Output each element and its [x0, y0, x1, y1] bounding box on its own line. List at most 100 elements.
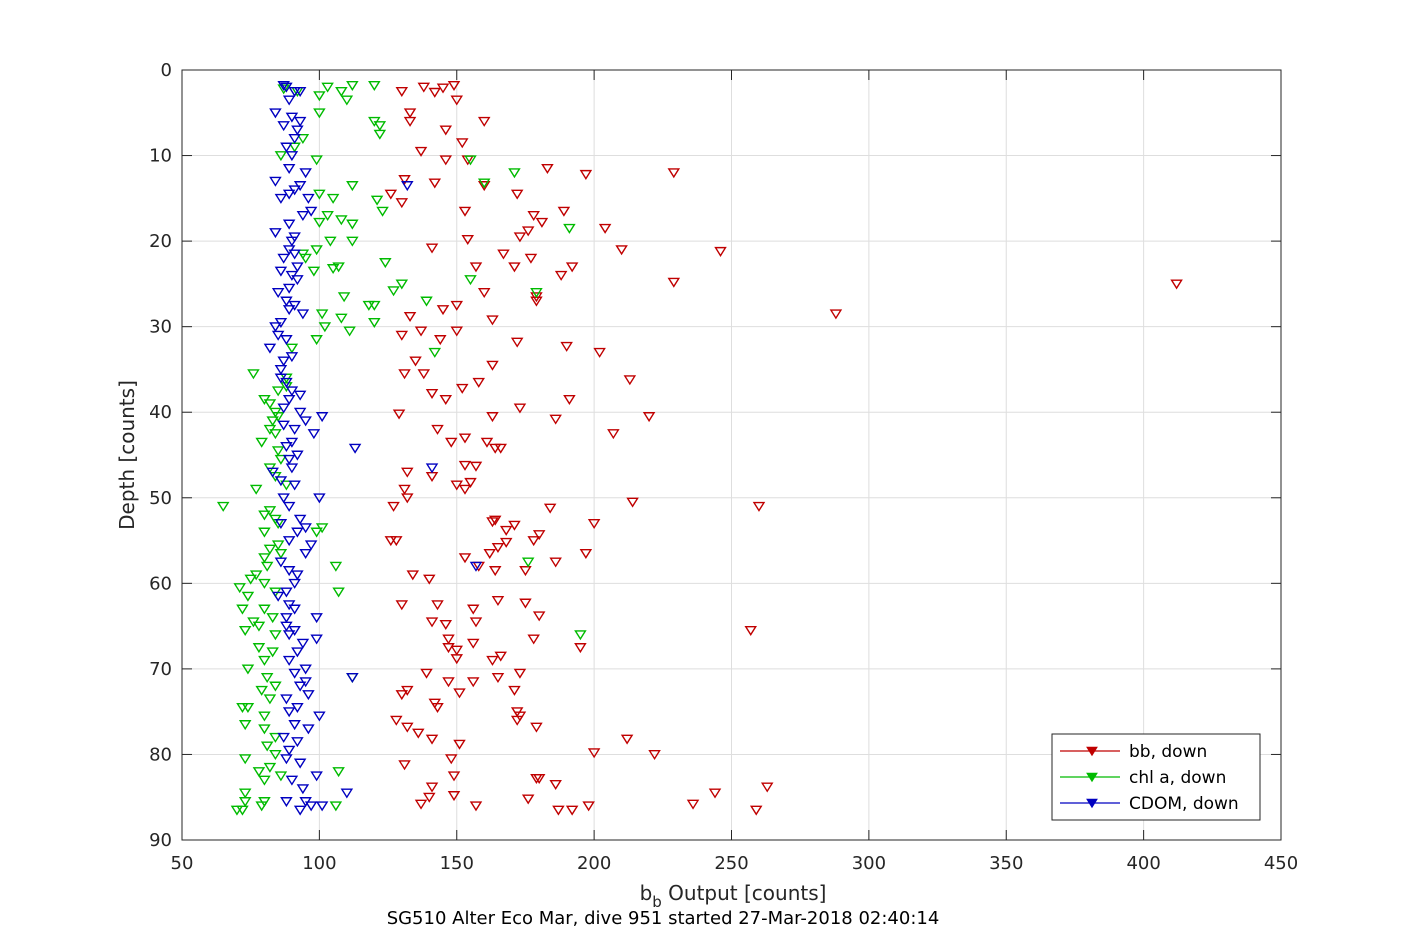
data-point	[280, 694, 293, 705]
data-point	[395, 86, 409, 97]
data-point	[315, 309, 329, 320]
data-point	[615, 245, 628, 256]
data-point	[282, 630, 296, 641]
data-point	[453, 739, 466, 750]
data-point	[288, 133, 301, 145]
data-point	[282, 163, 296, 174]
data-point	[486, 655, 499, 666]
data-point	[491, 672, 505, 684]
data-point	[282, 219, 296, 230]
y-tick-label: 10	[149, 146, 172, 167]
y-tick-label: 30	[149, 317, 172, 338]
data-point	[530, 287, 543, 299]
data-point	[255, 801, 268, 812]
data-point	[425, 617, 439, 628]
legend: bb, down chl a, down CDOM, down	[1051, 733, 1261, 821]
x-tick-label: 250	[714, 853, 748, 874]
y-tick-label: 90	[149, 830, 172, 851]
data-point	[667, 277, 681, 288]
data-point	[521, 794, 535, 805]
data-point	[274, 193, 288, 204]
data-point	[241, 702, 255, 713]
data-point	[398, 760, 411, 771]
data-point	[563, 394, 576, 405]
data-point	[455, 383, 469, 394]
data-point	[425, 782, 439, 793]
data-point	[480, 437, 494, 448]
data-point	[277, 356, 290, 367]
data-point	[466, 638, 480, 649]
data-point	[269, 681, 282, 692]
data-point	[667, 168, 681, 179]
data-point	[519, 566, 532, 577]
data-point	[282, 283, 296, 294]
data-point	[461, 234, 475, 245]
data-point	[420, 296, 433, 307]
data-point	[458, 206, 472, 217]
data-point	[296, 133, 310, 145]
data-point	[760, 782, 774, 793]
data-point	[282, 536, 296, 547]
data-point	[574, 643, 587, 654]
data-point	[302, 193, 315, 204]
data-point	[293, 407, 307, 418]
data-point	[447, 771, 461, 782]
data-point	[524, 253, 538, 264]
data-point	[346, 80, 359, 91]
data-point	[310, 155, 323, 166]
data-point	[285, 775, 299, 786]
data-point	[466, 604, 480, 615]
data-point	[488, 566, 502, 577]
data-point	[579, 169, 593, 180]
data-point	[593, 347, 606, 358]
data-point	[293, 758, 307, 769]
data-point	[313, 217, 326, 228]
data-point	[249, 484, 263, 495]
data-point	[307, 266, 321, 277]
data-point	[431, 424, 444, 435]
y-tick-label: 40	[149, 402, 172, 423]
y-tick-label: 60	[149, 573, 172, 594]
data-point	[252, 621, 266, 632]
data-point	[535, 217, 549, 228]
data-point	[258, 724, 271, 735]
data-point	[277, 253, 290, 264]
data-point	[329, 561, 343, 572]
data-point	[238, 797, 252, 808]
data-point	[444, 437, 458, 448]
data-point	[346, 181, 359, 192]
data-point	[373, 129, 387, 140]
data-point	[472, 377, 485, 388]
data-point	[450, 300, 464, 311]
data-point	[532, 530, 546, 541]
data-point	[565, 262, 579, 273]
data-point	[466, 677, 480, 688]
data-point	[464, 155, 477, 166]
data-point	[321, 82, 334, 93]
data-point	[519, 598, 532, 609]
data-point	[274, 151, 288, 162]
data-point	[340, 788, 354, 799]
data-point	[494, 443, 507, 454]
data-point	[554, 270, 568, 281]
data-point	[326, 193, 340, 204]
data-point	[291, 737, 304, 748]
data-point	[296, 309, 310, 320]
data-point	[291, 570, 304, 581]
data-point	[431, 702, 444, 713]
data-point	[499, 525, 513, 536]
data-point	[483, 548, 496, 559]
data-point	[233, 583, 246, 594]
data-point	[439, 619, 453, 630]
data-point	[398, 484, 411, 495]
data-point	[282, 655, 296, 666]
data-point	[444, 754, 458, 765]
data-point	[282, 707, 296, 718]
data-point	[752, 501, 766, 512]
footer-caption: SG510 Alter Eco Mar, dive 951 started 27…	[387, 908, 940, 929]
data-point	[499, 537, 513, 548]
data-point	[477, 287, 491, 299]
data-point	[332, 587, 345, 598]
legend-marker	[1086, 772, 1098, 783]
data-point	[574, 630, 587, 641]
